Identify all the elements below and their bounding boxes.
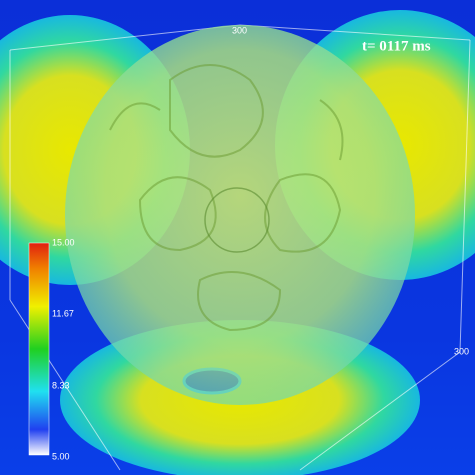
colorbar-tick: 15.00 [52,237,75,247]
visualization: 15.00 11.67 8.33 5.00 300 300 t= 0117 ms [0,0,475,475]
colorbar-tick: 8.33 [52,380,70,390]
axis-label: 300 [232,25,247,35]
axis-label: 300 [454,346,469,356]
shock-surface [65,25,415,405]
colorbar-tick: 5.00 [52,451,70,461]
time-label: t= 0117 ms [362,38,431,54]
colorbar [29,243,49,455]
colorbar-tick: 11.67 [52,308,74,318]
